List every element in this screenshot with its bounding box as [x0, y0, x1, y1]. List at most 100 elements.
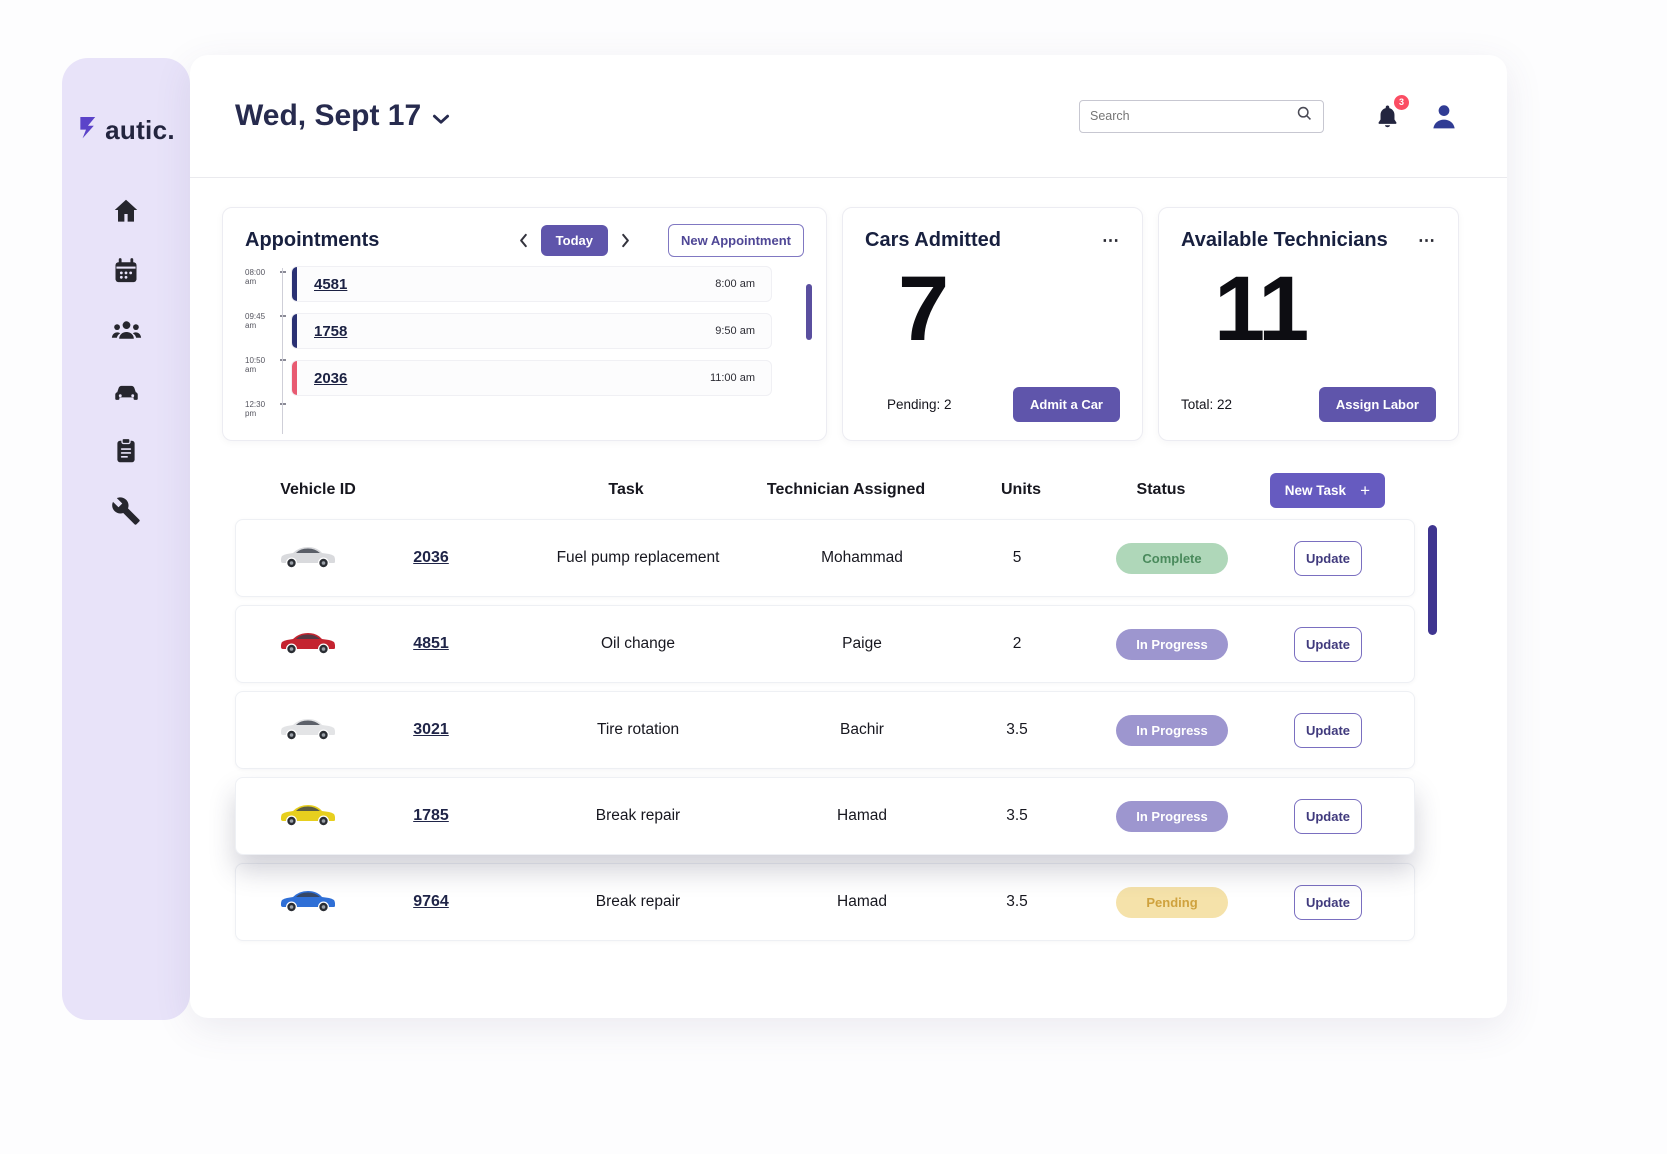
- search-box: [1079, 99, 1324, 133]
- appointments-scrollbar[interactable]: [806, 284, 812, 340]
- status-badge: In Progress: [1116, 800, 1228, 832]
- appointment-item[interactable]: 1758 9:50 am: [291, 313, 772, 349]
- technician-cell: Bachir: [840, 721, 884, 738]
- task-cell: Oil change: [600, 635, 676, 652]
- search-input[interactable]: [1090, 109, 1296, 123]
- timeline-time-label: 09:45 am: [245, 312, 286, 356]
- date-label: Wed, Sept 17: [235, 99, 422, 132]
- appointment-color-bar: [292, 314, 297, 348]
- update-button[interactable]: Update: [1293, 798, 1363, 834]
- sidebar-nav: [108, 198, 144, 528]
- more-options-icon[interactable]: ⋯: [1102, 230, 1120, 250]
- cars-admitted-title: Cars Admitted: [865, 228, 1001, 251]
- today-button[interactable]: Today: [540, 224, 608, 256]
- table-scrollbar[interactable]: [1428, 525, 1437, 635]
- sidebar-item-home[interactable]: [108, 198, 144, 228]
- task-row: 3021 Tire rotation Bachir 3.5 In Progres…: [235, 691, 1415, 769]
- update-button[interactable]: Update: [1293, 540, 1363, 576]
- task-table-header: Vehicle ID Task Technician Assigned Unit…: [222, 465, 1459, 515]
- appointment-item[interactable]: 2036 11:00 am: [291, 360, 772, 396]
- update-button[interactable]: Update: [1293, 884, 1363, 920]
- header-vehicle-id: Vehicle ID: [280, 481, 356, 498]
- search-icon[interactable]: [1296, 105, 1313, 127]
- timeline-time-label: 12:30 pm: [245, 400, 286, 440]
- vehicle-image: [275, 543, 339, 569]
- technicians-count: 11: [1214, 258, 1309, 360]
- appointments-timeline: 08:00 am 09:45 am 10:50 am 12:30 pm: [245, 266, 286, 440]
- appointment-id-link[interactable]: 2036: [314, 369, 348, 387]
- notifications-button[interactable]: 3: [1374, 94, 1409, 131]
- header-status: Status: [1136, 481, 1186, 498]
- appointment-color-bar: [292, 361, 297, 395]
- sidebar-item-vehicles[interactable]: [108, 378, 144, 408]
- main-panel: Wed, Sept 17 3: [190, 55, 1507, 1018]
- units-cell: 3.5: [1006, 893, 1028, 910]
- task-cell: Tire rotation: [596, 721, 680, 738]
- notification-count-badge: 3: [1394, 94, 1409, 110]
- technician-cell: Hamad: [837, 807, 887, 824]
- tools-icon: [111, 496, 141, 531]
- task-row: 9764 Break repair Hamad 3.5 Pending Upda…: [235, 863, 1415, 941]
- appointment-time: 8:00 am: [715, 278, 755, 290]
- technicians-title: Available Technicians: [1181, 228, 1388, 251]
- task-table-body: 2036 Fuel pump replacement Mohammad 5 Co…: [222, 519, 1459, 941]
- sidebar-item-calendar[interactable]: [108, 257, 144, 288]
- sidebar-item-tasks[interactable]: [108, 437, 144, 470]
- status-badge: Pending: [1116, 886, 1228, 918]
- brand-name: autic.: [105, 114, 175, 145]
- previous-day-button[interactable]: [514, 231, 532, 250]
- sidebar-item-tools[interactable]: [108, 496, 144, 531]
- units-cell: 3.5: [1006, 807, 1028, 824]
- update-button[interactable]: Update: [1293, 712, 1363, 748]
- pending-count-label: Pending: 2: [887, 397, 952, 412]
- header-technician: Technician Assigned: [766, 481, 926, 498]
- vehicle-id-link[interactable]: 9764: [413, 893, 449, 910]
- sidebar-item-customers[interactable]: [108, 318, 144, 348]
- appointment-item[interactable]: 4581 8:00 am: [291, 266, 772, 302]
- header-task: Task: [608, 481, 644, 498]
- appointment-color-bar: [292, 267, 297, 301]
- vehicle-image: [275, 887, 339, 913]
- vehicle-image: [275, 801, 339, 827]
- profile-button[interactable]: [1429, 101, 1459, 132]
- task-row: 2036 Fuel pump replacement Mohammad 5 Co…: [235, 519, 1415, 597]
- date-selector[interactable]: Wed, Sept 17: [235, 99, 450, 133]
- admit-car-button[interactable]: Admit a Car: [1013, 387, 1120, 422]
- vehicle-id-link[interactable]: 4851: [413, 635, 449, 652]
- technician-cell: Hamad: [837, 893, 887, 910]
- appointment-time: 11:00 am: [709, 372, 755, 384]
- timeline-time-label: 10:50 am: [245, 356, 286, 400]
- more-options-icon[interactable]: ⋯: [1418, 230, 1436, 250]
- appointment-id-link[interactable]: 4581: [314, 275, 348, 293]
- task-cell: Break repair: [595, 893, 681, 910]
- appointments-title: Appointments: [245, 228, 380, 251]
- vehicle-image: [275, 629, 339, 655]
- vehicle-image: [275, 715, 339, 741]
- cars-admitted-count: 7: [898, 258, 949, 360]
- vehicle-id-link[interactable]: 3021: [413, 721, 449, 738]
- appointment-id-link[interactable]: 1758: [314, 322, 348, 340]
- units-cell: 3.5: [1006, 721, 1028, 738]
- status-badge: In Progress: [1116, 628, 1228, 660]
- top-bar: Wed, Sept 17 3: [190, 55, 1507, 178]
- sidebar: autic.: [62, 58, 190, 1020]
- vehicle-id-link[interactable]: 2036: [413, 549, 449, 566]
- task-row: 1785 Break repair Hamad 3.5 In Progress …: [235, 777, 1415, 855]
- update-button[interactable]: Update: [1293, 626, 1363, 662]
- timeline-time-label: 08:00 am: [245, 268, 286, 312]
- car-icon: [111, 379, 142, 408]
- new-task-button[interactable]: New Task +: [1269, 472, 1385, 508]
- home-icon: [111, 196, 141, 231]
- task-cell: Fuel pump replacement: [556, 549, 720, 566]
- assign-labor-button[interactable]: Assign Labor: [1318, 387, 1436, 422]
- appointments-list: 4581 8:00 am 1758 9:50 am 2036: [291, 266, 772, 440]
- bell-icon: [1374, 104, 1401, 135]
- new-appointment-button[interactable]: New Appointment: [667, 223, 804, 257]
- cars-admitted-card: Cars Admitted ⋯ 7 Pending: 2 Admit a Car: [842, 207, 1143, 441]
- next-day-button[interactable]: [617, 231, 635, 250]
- customers-icon: [111, 317, 142, 349]
- vehicle-id-link[interactable]: 1785: [413, 807, 449, 824]
- clipboard-icon: [113, 437, 139, 470]
- brand-logo: autic.: [77, 114, 175, 146]
- chevron-down-icon: [432, 99, 450, 133]
